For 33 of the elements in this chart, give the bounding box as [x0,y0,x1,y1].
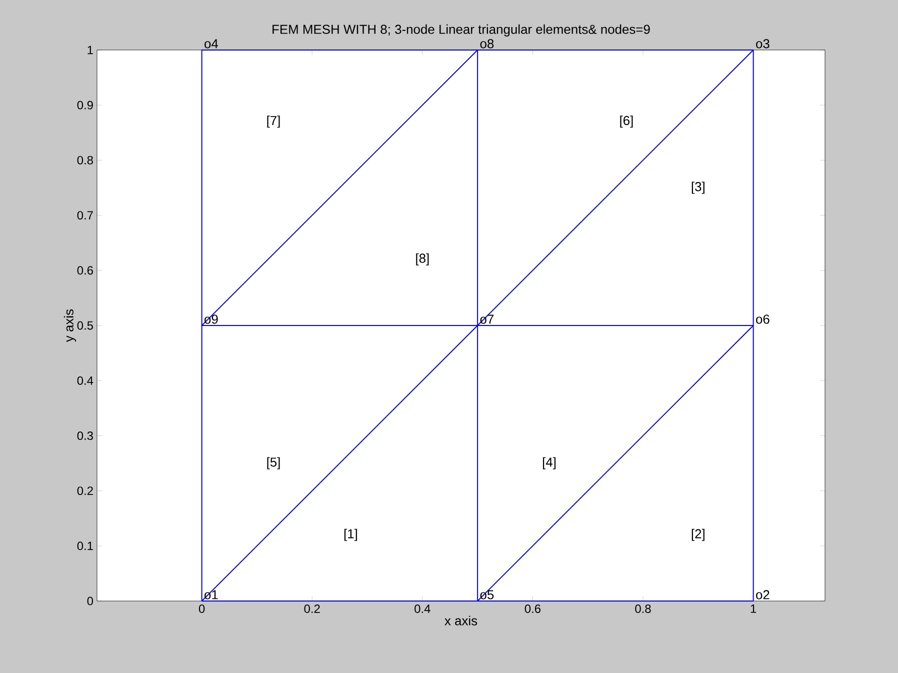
y-tick-label: 1 [88,46,93,54]
y-tick-label: 0.3 [77,431,93,440]
y-tick-label: 0 [87,596,94,606]
annotation: [7] [267,116,280,128]
annotation: o4 [204,39,218,48]
y-tick-label: 0.7 [77,211,93,220]
y-tick-label: 0.5 [77,321,93,330]
y-tick-label: 0.9 [77,100,93,110]
x-tick-label: 0.8 [635,604,651,613]
annotation: [4] [542,457,556,470]
annotation: o6 [756,314,770,324]
annotation: o3 [756,39,770,48]
annotation: [5] [267,457,280,470]
annotation: o8 [480,39,494,48]
x-axis-title: x axis [444,616,478,626]
y-tick-label: 0.4 [77,376,94,385]
annotation: o2 [756,590,770,600]
y-tick-label: 0.2 [77,486,93,496]
annotation: [8] [416,253,429,266]
annotation: [6] [620,116,633,128]
x-tick-label: 0.4 [414,604,430,613]
x-tick-label: 1 [750,604,756,613]
x-tick-label: 0.6 [524,604,540,613]
y-tick-label: 0.8 [77,156,93,164]
annotation: [3] [692,182,704,194]
chart-title: FEM MESH WITH 8; 3-node Linear triangular elements& nodes=9 [272,24,650,36]
x-tick-label: 0 [198,604,205,613]
annotation: [1] [344,528,357,541]
y-tick-label: 0.6 [77,266,93,275]
y-tick-label: 0.1 [77,542,93,550]
x-tick-label: 0.2 [304,604,320,613]
annotation: [2] [692,528,704,541]
y-axis-title: y axis [64,309,76,342]
